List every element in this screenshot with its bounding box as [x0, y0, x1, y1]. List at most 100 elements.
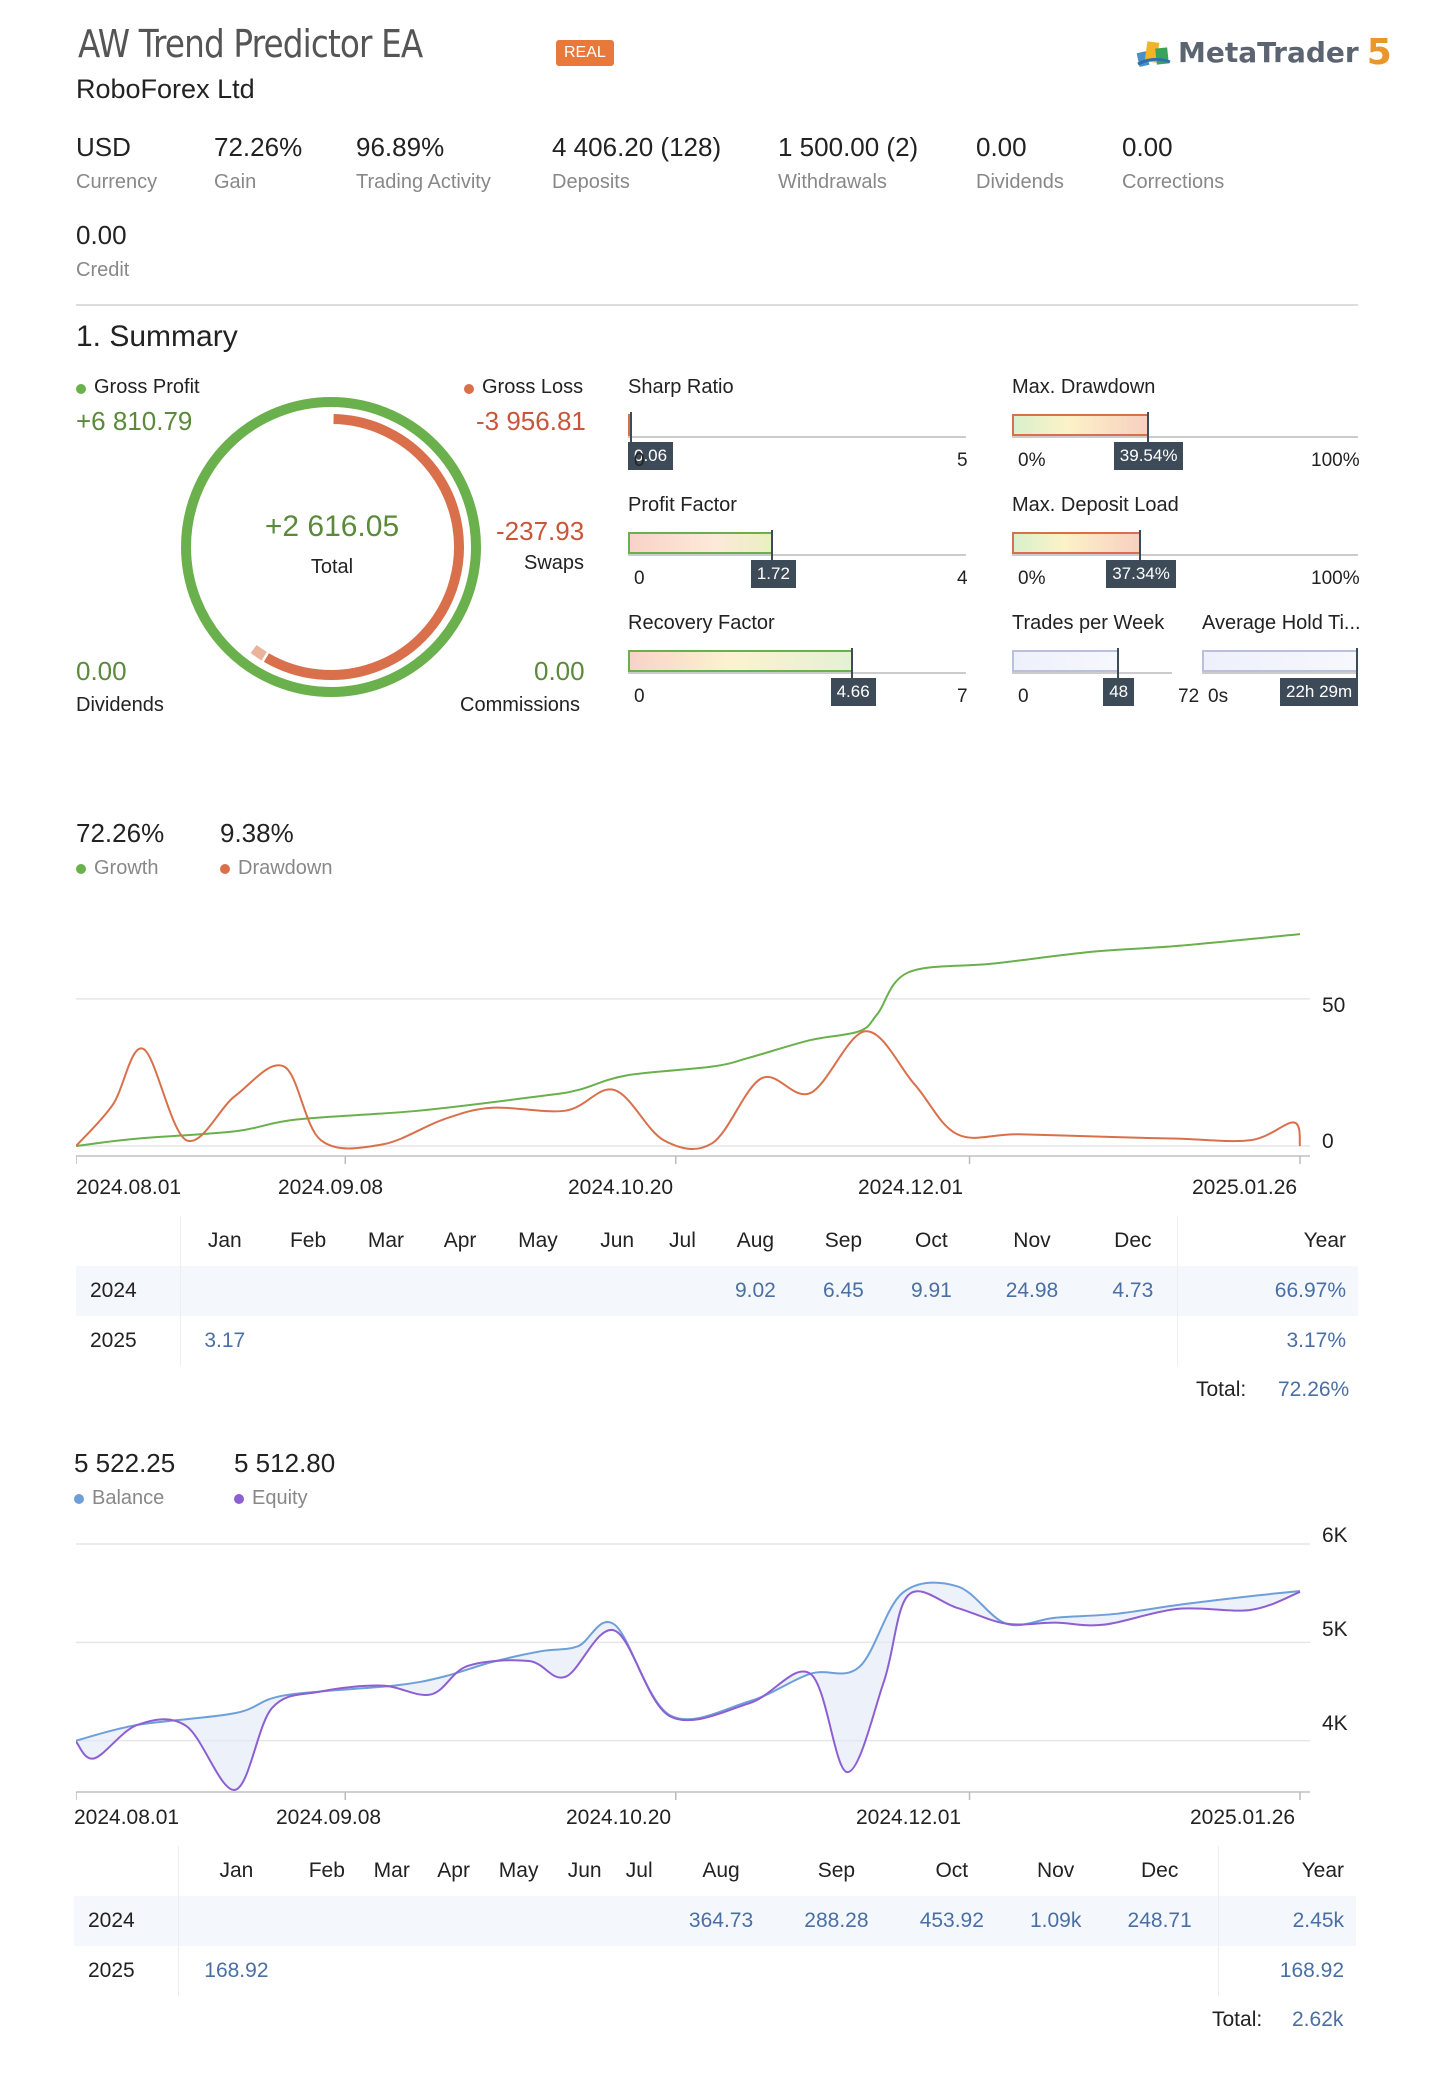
month-value — [359, 1946, 424, 1996]
page-title: AW Trend Predictor EA — [78, 22, 423, 66]
month-header: Nov — [1013, 1229, 1051, 1252]
month-value — [580, 1266, 654, 1316]
month-value — [424, 1266, 496, 1316]
month-value: 364.73 — [663, 1896, 779, 1946]
metric-track — [1012, 672, 1172, 674]
balance-x-tick: 2024.10.20 — [566, 1806, 672, 1829]
table-header-row: Jan Feb Mar Apr May Jun Jul Aug Sep Oct Nov Dec Year — [74, 1846, 1356, 1896]
balance-monthly-table: Jan Feb Mar Apr May Jun Jul Aug Sep Oct Nov Dec Year… — [74, 1846, 1356, 1996]
row-year: 2025 — [74, 1946, 179, 1996]
growth-y-tick-50: 50 — [1322, 994, 1346, 1017]
table-row: 2025 3.17 3.17% — [76, 1316, 1358, 1366]
metric-label-max-deposit-load: Max. Deposit Load — [1012, 494, 1179, 516]
balance-total-value: 2.62k — [1292, 2008, 1344, 2031]
metric-marker — [851, 648, 854, 678]
growth-total-value: 72.26% — [1278, 1378, 1350, 1401]
metric-value-avg-hold-time: 22h 29m — [1280, 678, 1359, 706]
month-header: Feb — [289, 1229, 327, 1252]
metric-value-sharp-ratio: 0.06 — [628, 442, 674, 470]
metric-fill-max-drawdown — [1012, 414, 1149, 436]
balance-y-tick-6k: 6K — [1322, 1524, 1348, 1547]
month-value — [1010, 1946, 1102, 1996]
account-type-badge: REAL — [556, 40, 614, 66]
stat-currency: USD Currency — [76, 132, 158, 193]
metric-fill-trades-per-week — [1012, 650, 1119, 672]
month-value: 168.92 — [204, 1959, 269, 1982]
month-value — [495, 1316, 580, 1366]
month-header: Dec — [1114, 1229, 1152, 1252]
growth-total-label: Total: — [1196, 1378, 1247, 1401]
metric-marker — [1139, 530, 1142, 560]
row-year-total: 2.45k — [1217, 1896, 1356, 1946]
growth-chart[interactable] — [76, 920, 1366, 1180]
balance-dot — [74, 1493, 84, 1504]
month-header: Jul — [669, 1229, 696, 1252]
metric-track — [1202, 672, 1358, 674]
dividends-label: Dividends — [76, 694, 164, 716]
month-value — [975, 1316, 1088, 1366]
metric-label-trades-per-week: Trades per Week — [1012, 612, 1165, 634]
balance-y-tick-4k: 4K — [1322, 1712, 1348, 1735]
growth-y-tick-0: 0 — [1322, 1130, 1334, 1153]
drawdown-stat: 9.38% Drawdown — [220, 818, 333, 879]
month-value — [294, 1896, 360, 1946]
metric-label-recovery-factor: Recovery Factor — [628, 612, 775, 634]
month-value — [425, 1316, 495, 1366]
metric-track — [628, 436, 966, 438]
row-year-total: 168.92 — [1217, 1946, 1356, 1996]
metric-track — [628, 672, 966, 674]
stat-corrections: 0.00 Corrections — [1122, 132, 1225, 193]
balance-equity-chart[interactable] — [76, 1530, 1366, 1810]
balance-x-tick: 2024.12.01 — [856, 1806, 962, 1829]
gross-loss-dot — [464, 383, 474, 394]
month-value — [615, 1946, 663, 1996]
balance-x-tick: 2024.08.01 — [74, 1806, 180, 1829]
month-value — [799, 1316, 887, 1366]
growth-x-tick: 2024.12.01 — [858, 1176, 964, 1199]
growth-line — [76, 933, 1301, 1147]
gross-profit-dot — [76, 383, 86, 394]
month-value — [1089, 1316, 1178, 1366]
row-year-total: 3.17% — [1177, 1316, 1358, 1366]
metric-marker — [1146, 412, 1149, 442]
table-row: 2024 364.73 288.28 453.92 1.09k 248.71 2.45k — [74, 1896, 1356, 1946]
month-value: 6.45 — [799, 1266, 888, 1316]
metric-fill-avg-hold-time — [1202, 650, 1358, 672]
metric-fill-recovery-factor — [628, 650, 854, 672]
month-value — [483, 1946, 554, 1996]
month-value: 4.73 — [1088, 1266, 1178, 1316]
month-header: Apr — [437, 1859, 470, 1882]
broker-name[interactable]: RoboForex Ltd — [76, 74, 255, 104]
month-header: Nov — [1036, 1859, 1075, 1882]
metric-value-max-drawdown: 39.54% — [1113, 442, 1184, 470]
metric-label-sharp-ratio: Sharp Ratio — [628, 376, 734, 398]
month-value — [359, 1896, 425, 1946]
month-value — [424, 1946, 483, 1996]
metric-label-max-drawdown: Max. Drawdown — [1012, 376, 1156, 398]
month-header: Sep — [817, 1859, 856, 1882]
equity-dot — [234, 1493, 244, 1504]
month-value — [1102, 1946, 1218, 1996]
metric-max: 5 — [957, 450, 968, 471]
month-header: Oct — [935, 1859, 969, 1882]
metric-min: 0 — [634, 568, 645, 589]
balance-total-label: Total: — [1212, 2008, 1263, 2031]
month-header: May — [518, 1229, 558, 1252]
balance-x-tick: 2025.01.26 — [1190, 1806, 1296, 1829]
table-row: 2025 168.92 168.92 — [74, 1946, 1356, 1996]
month-value: 453.92 — [894, 1896, 1010, 1946]
gross-loss-legend: Gross Loss — [464, 376, 583, 399]
commissions-value: 0.00 — [534, 656, 585, 686]
month-header: Apr — [443, 1229, 477, 1252]
month-value — [554, 1896, 616, 1946]
metric-value-profit-factor: 1.72 — [750, 560, 796, 588]
growth-x-tick: 2025.01.26 — [1192, 1176, 1298, 1199]
year-header: Year — [1217, 1846, 1356, 1896]
month-value: 1.09k — [1009, 1896, 1102, 1946]
month-value — [424, 1896, 483, 1946]
month-header: Mar — [367, 1229, 404, 1252]
summary-title: 1. Summary — [76, 320, 238, 353]
month-value — [269, 1316, 347, 1366]
row-year: 2025 — [76, 1316, 181, 1366]
balance-stat: 5 522.25 Balance — [74, 1448, 176, 1509]
